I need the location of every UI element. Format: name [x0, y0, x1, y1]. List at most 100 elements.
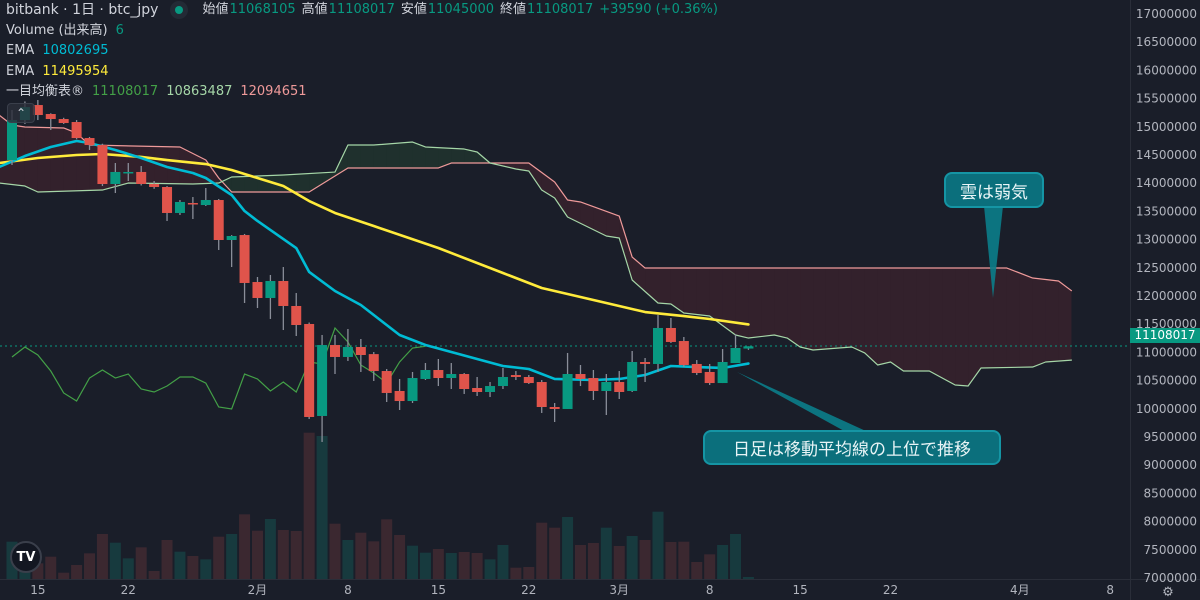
candle: [239, 233, 250, 304]
cloud-segment: [800, 268, 814, 350]
candle-body: [278, 281, 289, 306]
candles: [7, 100, 754, 442]
candle-body: [446, 374, 457, 379]
candle-body: [549, 407, 560, 409]
gear-icon[interactable]: ⚙: [1162, 586, 1174, 600]
time-tick-label: 15: [792, 583, 807, 597]
cloud-segment: [50, 127, 64, 192]
collapse-legend-button[interactable]: ⌃: [7, 103, 35, 123]
tradingview-logo[interactable]: TV: [10, 541, 42, 573]
candle-body: [510, 375, 521, 378]
cloud-segment: [722, 268, 736, 335]
span-b-value: 12094651: [240, 84, 307, 100]
cloud-segment: [373, 144, 387, 168]
candle: [510, 371, 521, 380]
candle-body: [174, 201, 185, 213]
time-tick-label: 3月: [609, 583, 629, 597]
cloud-segment: [942, 268, 956, 386]
volume-bar: [277, 530, 289, 579]
candle-body: [433, 370, 444, 379]
cloud-segment: [322, 172, 335, 184]
time-tick-label: 22: [883, 583, 898, 597]
high-value: 11108017: [328, 2, 395, 18]
cloud-segment: [903, 268, 917, 372]
volume-legend[interactable]: Volume (出来高) 6: [6, 21, 724, 42]
time-axis[interactable]: 15 22 2月 8 15 22 3月 8 15 22 4月 8: [30, 583, 1114, 597]
volume-bar: [135, 547, 147, 579]
candle: [278, 267, 289, 331]
price-tick-label: 12000000: [1136, 289, 1197, 303]
candle: [71, 120, 82, 140]
candle: [252, 277, 263, 309]
cloud-segment: [593, 206, 607, 236]
candle: [562, 352, 573, 409]
volume-bar: [574, 545, 586, 579]
price-tick-label: 9500000: [1144, 430, 1197, 444]
volume-bar: [290, 531, 302, 579]
candle: [459, 372, 470, 394]
cloud-segment: [528, 163, 542, 191]
cloud-segment: [929, 268, 943, 379]
volume-value: 6: [115, 22, 124, 38]
candle-note-callout[interactable]: 日足は移動平均線の上位で推移: [703, 430, 1001, 465]
time-tick-label: 4月: [1010, 583, 1030, 597]
cloud-segment: [412, 142, 426, 168]
candle: [162, 186, 173, 221]
volume-bar: [678, 541, 690, 579]
candle-body: [472, 387, 483, 393]
candle: [317, 334, 328, 442]
volume-bar: [704, 554, 716, 579]
ema-long-legend[interactable]: EMA 11495954: [6, 62, 724, 83]
volume-bar: [58, 572, 70, 579]
candle-body: [601, 382, 612, 391]
symbol-title[interactable]: bitbank · 1日 · btc_jpy: [6, 2, 159, 19]
cloud-segment: [774, 268, 788, 339]
candle: [497, 367, 508, 390]
candle-body: [97, 145, 108, 184]
candle-body: [317, 345, 328, 416]
volume-bar: [355, 532, 367, 579]
price-axis[interactable]: 17000000 16500000 16000000 15500000 15000000…: [1136, 7, 1197, 585]
candle-body: [252, 282, 263, 298]
candle: [368, 352, 379, 382]
volume-bar: [536, 522, 548, 579]
cloud-segment: [981, 268, 994, 368]
market-status-icon[interactable]: [170, 1, 189, 20]
candle: [730, 333, 741, 364]
candle: [678, 337, 689, 368]
cloud-note-callout[interactable]: 雲は弱気: [944, 172, 1044, 208]
candle-body: [226, 235, 237, 241]
volume-bar: [213, 536, 225, 579]
cloud-segment: [968, 268, 981, 387]
cloud-segment: [37, 127, 51, 193]
volume-bar: [691, 562, 703, 579]
ema-short-legend[interactable]: EMA 10802695: [6, 41, 724, 62]
candle: [32, 100, 43, 121]
cloud-segment: [825, 268, 839, 349]
candle: [614, 371, 625, 399]
candle-body: [743, 346, 754, 349]
high-label: 高値: [301, 2, 328, 18]
cloud-segment: [451, 148, 465, 164]
cloud-segment: [1045, 279, 1059, 362]
candle: [58, 117, 69, 124]
volume-bar: [316, 436, 328, 579]
volume-bar: [717, 545, 729, 579]
cloud-segment: [580, 201, 594, 230]
price-tick-label: 16500000: [1136, 35, 1197, 49]
candle-body: [459, 374, 470, 390]
candle-body: [162, 186, 173, 213]
candle: [536, 379, 547, 413]
candle-body: [355, 346, 366, 356]
candle: [601, 374, 612, 416]
ichimoku-label: 一目均衡表®: [6, 84, 85, 100]
ichimoku-legend[interactable]: 一目均衡表® 11108017 10863487 12094651: [6, 82, 724, 103]
cloud-segment: [76, 133, 90, 191]
volume-bar: [84, 553, 96, 579]
candle-body: [575, 374, 586, 379]
price-tick-label: 13000000: [1136, 233, 1197, 247]
volume-pane: [6, 432, 754, 579]
candle-body: [420, 370, 431, 379]
span-a-value: 10863487: [166, 84, 233, 100]
